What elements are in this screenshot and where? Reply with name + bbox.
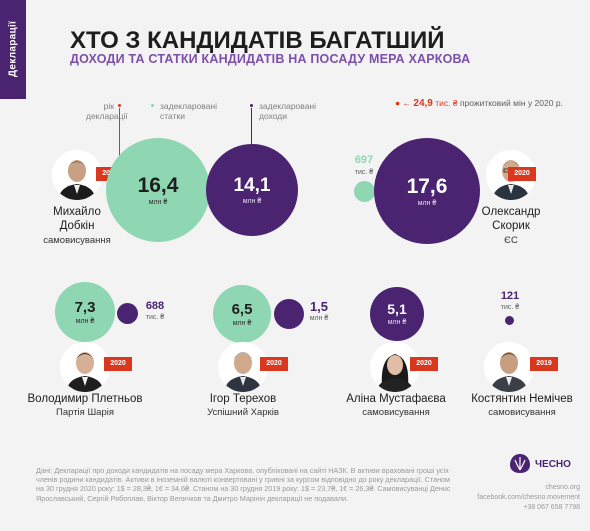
- assets-value-pletnyov: 7,3: [74, 298, 96, 316]
- income-unit-terekhov: млн ₴: [309, 315, 329, 322]
- legend-income-marker: [250, 104, 253, 107]
- income-bubble-terekhov: [274, 299, 304, 329]
- legend-income-line1: задекларовані: [259, 101, 316, 111]
- website-link[interactable]: chesno.org: [545, 484, 580, 491]
- legend-assets-marker: [151, 104, 154, 107]
- assets-value-dobkin: 16,4: [137, 173, 179, 197]
- legend-year: рік декларації: [86, 101, 128, 121]
- candidate-party-nemichev: самовисування: [488, 407, 556, 418]
- income-unit-mustafaieva: млн ₴: [387, 319, 407, 326]
- assets-unit-skoryk: тис. ₴: [354, 169, 374, 176]
- income-value-pletnyov: 688: [145, 300, 165, 312]
- page-title: ХТО З КАНДИДАТІВ БАГАТШИЙ: [70, 27, 445, 54]
- living-minimum-text: прожитковий мін у 2020 р.: [459, 98, 563, 108]
- category-tab: Декларації: [0, 0, 26, 99]
- candidate-name-skoryk: Олександр Скорик: [466, 205, 556, 233]
- year-badge-mustafaieva: 2020: [410, 357, 438, 371]
- candidate-name-terekhov: Ігор Терехов: [209, 393, 277, 405]
- candidate-party-skoryk: ЄС: [504, 235, 518, 246]
- income-value-mustafaieva: 5,1: [387, 301, 407, 317]
- candidate-name-dobkin: Михайло Добкін: [37, 205, 117, 233]
- year-badge-skoryk: 2020: [508, 167, 536, 181]
- facebook-link[interactable]: facebook.com/chesno.movement: [477, 494, 580, 501]
- legend-income: задекларовані доходи: [259, 101, 316, 121]
- living-minimum-dot: ●: [395, 98, 401, 108]
- legend-year-marker: [118, 104, 121, 107]
- assets-bubble-terekhov: 6,5 млн ₴: [213, 285, 271, 343]
- avatar-terekhov: [218, 342, 268, 392]
- income-bubble-skoryk: 17,6 млн ₴: [374, 138, 480, 244]
- candidate-party-mustafaieva: самовисування: [362, 407, 430, 418]
- assets-bubble-dobkin: 16,4 млн ₴: [106, 138, 210, 242]
- year-badge-nemichev: 2019: [530, 357, 558, 371]
- legend-assets-line1: задекларовані: [160, 101, 217, 111]
- assets-unit-pletnyov: млн ₴: [75, 317, 95, 325]
- chesno-logo-icon: [508, 452, 532, 474]
- legend-year-line: [119, 108, 120, 166]
- candidate-party-terekhov: Успішний Харків: [207, 407, 279, 418]
- avatar-nemichev: [484, 342, 534, 392]
- candidate-name-mustafaieva: Аліна Мустафаєва: [346, 393, 446, 405]
- income-value-dobkin: 14,1: [233, 174, 271, 196]
- candidate-party-pletnyov: Партія Шарія: [56, 407, 114, 418]
- avatar-dobkin: [52, 150, 102, 200]
- income-unit-skoryk: млн ₴: [417, 199, 437, 207]
- assets-value-terekhov: 6,5: [231, 300, 253, 318]
- year-badge-terekhov: 2020: [260, 357, 288, 371]
- legend-year-line2: декларації: [86, 111, 128, 121]
- income-bubble-pletnyov: [117, 303, 138, 324]
- candidate-last-name-skoryk: Скорик: [492, 220, 530, 232]
- income-unit-nemichev: тис. ₴: [500, 304, 520, 311]
- living-minimum-value: 24,9: [413, 98, 433, 109]
- assets-value-skoryk: 697: [354, 154, 374, 166]
- income-bubble-nemichev: [505, 316, 514, 325]
- candidate-party-dobkin: самовисування: [43, 235, 111, 246]
- phone-number: +38 067 658 7798: [523, 504, 580, 511]
- candidate-name-nemichev: Костянтин Немічев: [471, 393, 573, 405]
- living-minimum-arrow: ←: [402, 98, 412, 108]
- legend-assets: задекларовані статки: [160, 101, 217, 121]
- assets-bubble-skoryk: [354, 181, 375, 202]
- assets-unit-dobkin: млн ₴: [148, 198, 168, 206]
- income-value-nemichev: 121: [500, 290, 520, 302]
- legend-income-line2: доходи: [259, 111, 287, 121]
- income-bubble-dobkin: 14,1 млн ₴: [206, 144, 298, 236]
- legend-income-line: [251, 108, 252, 148]
- assets-bubble-pletnyov: 7,3 млн ₴: [55, 282, 115, 342]
- candidate-first-name-dobkin: Михайло: [53, 206, 101, 218]
- year-badge-pletnyov: 2020: [104, 357, 132, 371]
- candidate-last-name-dobkin: Добкін: [59, 220, 95, 232]
- category-tab-label: Декларації: [7, 20, 19, 78]
- income-unit-pletnyov: тис. ₴: [145, 314, 165, 321]
- legend-year-line1: рік: [103, 101, 114, 111]
- income-value-terekhov: 1,5: [309, 299, 329, 314]
- assets-unit-terekhov: млн ₴: [232, 319, 252, 327]
- chesno-logo-text: ЧЕСНО: [535, 459, 571, 470]
- candidate-first-name-skoryk: Олександр: [481, 206, 541, 218]
- living-minimum-unit: тис. ₴: [435, 98, 458, 108]
- data-source-note: Дані: Декларації про доходи кандидатів н…: [36, 466, 451, 503]
- income-bubble-mustafaieva: 5,1 млн ₴: [370, 287, 424, 341]
- living-minimum-note: ● ← 24,9 тис. ₴ прожитковий мін у 2020 р…: [395, 98, 563, 109]
- candidate-name-pletnyov: Володимир Плетньов: [27, 393, 143, 405]
- income-value-skoryk: 17,6: [406, 174, 448, 198]
- avatar-pletnyov: [60, 342, 110, 392]
- page-subtitle: ДОХОДИ ТА СТАТКИ КАНДИДАТІВ НА ПОСАДУ МЕ…: [70, 52, 471, 66]
- legend-assets-line2: статки: [160, 111, 185, 121]
- income-unit-dobkin: млн ₴: [242, 197, 262, 205]
